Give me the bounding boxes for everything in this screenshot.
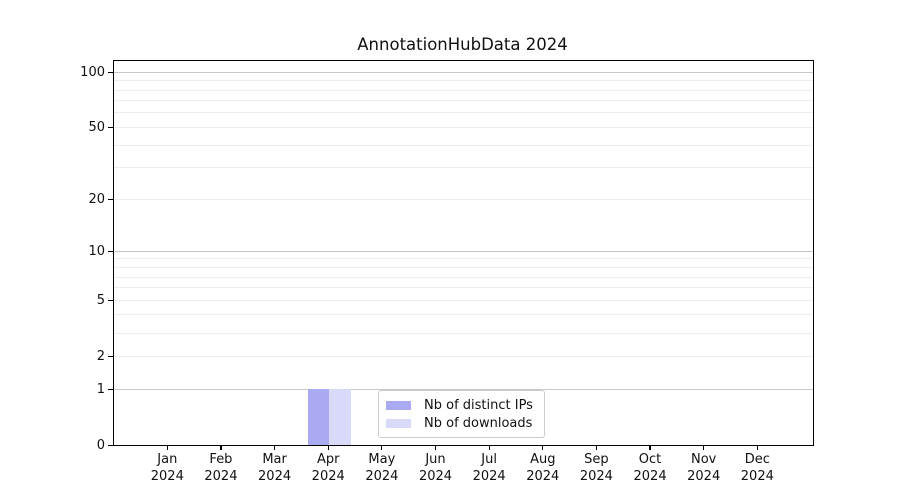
gridline-minor xyxy=(114,355,813,357)
gridline-minor xyxy=(114,100,813,102)
y-tick-mark xyxy=(108,355,113,358)
x-tick-month: Jul xyxy=(481,452,497,467)
x-tick-mark xyxy=(542,445,544,451)
x-tick-label: Sep 2024 xyxy=(566,452,626,485)
gridline-decade xyxy=(114,71,813,73)
x-tick-mark xyxy=(756,445,758,451)
x-tick-year: 2024 xyxy=(365,468,399,484)
gridline-minor xyxy=(114,276,813,278)
x-tick-year: 2024 xyxy=(740,468,774,484)
gridline-minor xyxy=(114,126,813,128)
x-tick-label: Mar 2024 xyxy=(245,452,305,485)
y-tick-label: 5 xyxy=(96,292,105,308)
x-tick-label: May 2024 xyxy=(352,452,412,485)
gridline-minor xyxy=(114,80,813,82)
x-tick-month: May xyxy=(368,452,396,467)
legend-label: Nb of downloads xyxy=(424,415,533,431)
x-tick-label: Feb 2024 xyxy=(191,452,251,485)
x-tick-label: Apr 2024 xyxy=(298,452,358,485)
x-tick-mark xyxy=(649,445,651,451)
x-tick-mark xyxy=(381,445,383,451)
x-tick-month: Mar xyxy=(262,452,287,467)
x-tick-month: Nov xyxy=(691,452,717,467)
y-tick-mark xyxy=(108,71,113,73)
x-tick-month: Feb xyxy=(209,452,233,467)
y-tick-label: 20 xyxy=(88,191,105,207)
gridline-minor xyxy=(114,144,813,146)
x-tick-month: Jun xyxy=(425,452,446,467)
x-tick-year: 2024 xyxy=(526,468,560,484)
plot-area xyxy=(113,60,814,446)
x-tick-label: Nov 2024 xyxy=(674,452,734,485)
y-tick-label: 10 xyxy=(88,243,105,259)
y-tick-label: 50 xyxy=(88,119,105,135)
gridline-minor xyxy=(114,267,813,268)
gridline-minor xyxy=(114,299,813,301)
x-tick-year: 2024 xyxy=(311,468,345,484)
x-tick-year: 2024 xyxy=(418,468,453,484)
legend: Nb of distinct IPs Nb of downloads xyxy=(378,390,545,438)
x-tick-mark xyxy=(703,445,705,451)
legend-label: Nb of distinct IPs xyxy=(424,397,533,413)
x-tick-year: 2024 xyxy=(472,468,506,484)
chart-title: AnnotationHubData 2024 xyxy=(357,35,568,54)
x-tick-year: 2024 xyxy=(258,468,292,484)
x-tick-label: Oct 2024 xyxy=(620,452,680,485)
x-tick-mark xyxy=(273,445,276,451)
x-tick-mark xyxy=(434,445,437,451)
x-tick-mark xyxy=(166,445,168,451)
x-tick-month: Oct xyxy=(638,452,662,467)
x-tick-month: Apr xyxy=(316,452,340,467)
gridline-minor xyxy=(114,167,813,169)
x-tick-year: 2024 xyxy=(579,468,613,484)
y-tick-label: 100 xyxy=(80,64,105,80)
x-tick-month: Jan xyxy=(157,452,178,467)
gridline-minor xyxy=(114,198,813,200)
x-tick-month: Sep xyxy=(584,452,609,467)
x-tick-month: Dec xyxy=(744,452,770,467)
legend-swatch xyxy=(386,418,411,428)
y-tick-label: 1 xyxy=(96,381,105,397)
x-tick-month: Aug xyxy=(530,452,556,467)
x-tick-label: Aug 2024 xyxy=(513,452,573,485)
y-tick-mark xyxy=(108,299,113,302)
y-tick-mark xyxy=(108,126,113,129)
legend-row: Nb of downloads xyxy=(386,415,533,431)
gridline-minor xyxy=(114,287,813,289)
x-tick-label: Jan 2024 xyxy=(137,452,197,485)
gridline-minor xyxy=(114,112,813,114)
x-tick-mark xyxy=(595,445,597,451)
legend-swatch xyxy=(386,400,411,410)
gridline-minor xyxy=(114,89,813,91)
gridline-minor xyxy=(114,314,813,316)
x-tick-label: Jul 2024 xyxy=(459,452,519,485)
y-tick-mark xyxy=(108,444,113,446)
bar-nb-of-distinct-ips xyxy=(307,389,330,445)
x-tick-mark xyxy=(488,445,490,451)
gridline-minor xyxy=(114,332,813,334)
x-tick-mark xyxy=(327,445,329,451)
x-tick-year: 2024 xyxy=(633,468,667,484)
y-tick-mark xyxy=(108,388,113,390)
bar-nb-of-downloads xyxy=(329,389,351,445)
x-tick-mark xyxy=(220,445,222,451)
x-tick-year: 2024 xyxy=(204,468,238,484)
gridline-decade xyxy=(114,388,813,390)
x-tick-label: Jun 2024 xyxy=(406,452,466,485)
x-tick-label: Dec 2024 xyxy=(727,452,787,485)
legend-row: Nb of distinct IPs xyxy=(386,397,533,413)
x-tick-year: 2024 xyxy=(687,468,721,484)
x-tick-year: 2024 xyxy=(150,468,184,484)
gridline-minor xyxy=(114,258,813,260)
y-tick-label: 0 xyxy=(96,437,105,453)
y-tick-label: 2 xyxy=(96,348,105,364)
gridline-decade xyxy=(114,250,813,252)
y-tick-mark xyxy=(108,250,113,253)
y-tick-mark xyxy=(108,198,113,200)
